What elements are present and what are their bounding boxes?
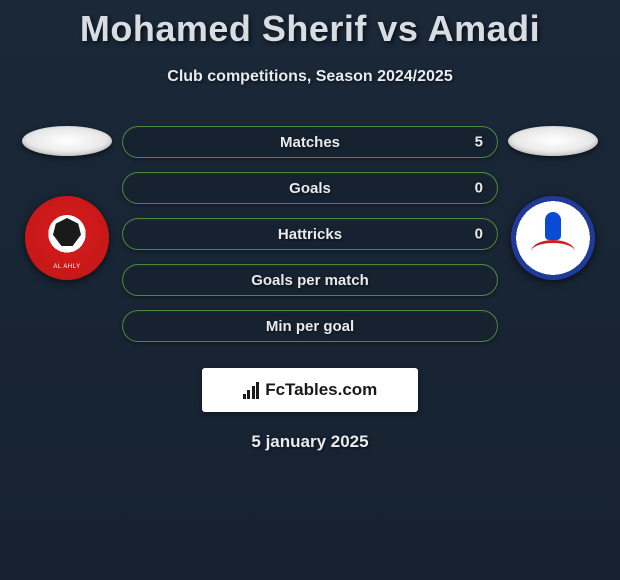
- stat-right-value: 0: [475, 226, 483, 243]
- stat-label: Matches: [280, 134, 340, 151]
- stat-row-goals: Goals 0: [122, 172, 498, 204]
- stat-row-min-per-goal: Min per goal: [122, 310, 498, 342]
- date-label: 5 january 2025: [0, 432, 620, 452]
- logo-text: FcTables.com: [265, 380, 377, 400]
- stat-label: Hattricks: [278, 226, 342, 243]
- stats-column: Matches 5 Goals 0 Hattricks 0 Goals per …: [122, 126, 498, 342]
- stat-label: Goals: [289, 180, 331, 197]
- stat-row-hattricks: Hattricks 0: [122, 218, 498, 250]
- stat-label: Goals per match: [251, 272, 369, 289]
- subtitle: Club competitions, Season 2024/2025: [0, 68, 620, 86]
- player-left-silhouette: [22, 126, 112, 156]
- comparison-content: Matches 5 Goals 0 Hattricks 0 Goals per …: [0, 126, 620, 342]
- player-right-column: [498, 126, 608, 280]
- page-title: Mohamed Sherif vs Amadi: [0, 0, 620, 50]
- club-badge-right: [511, 196, 595, 280]
- fctables-logo: FcTables.com: [202, 368, 418, 412]
- stat-label: Min per goal: [266, 318, 354, 335]
- club-badge-left: [25, 196, 109, 280]
- player-left-column: [12, 126, 122, 280]
- logo-bars-icon: [243, 382, 260, 399]
- player-right-silhouette: [508, 126, 598, 156]
- stat-right-value: 0: [475, 180, 483, 197]
- stat-row-goals-per-match: Goals per match: [122, 264, 498, 296]
- stat-right-value: 5: [475, 134, 483, 151]
- stat-row-matches: Matches 5: [122, 126, 498, 158]
